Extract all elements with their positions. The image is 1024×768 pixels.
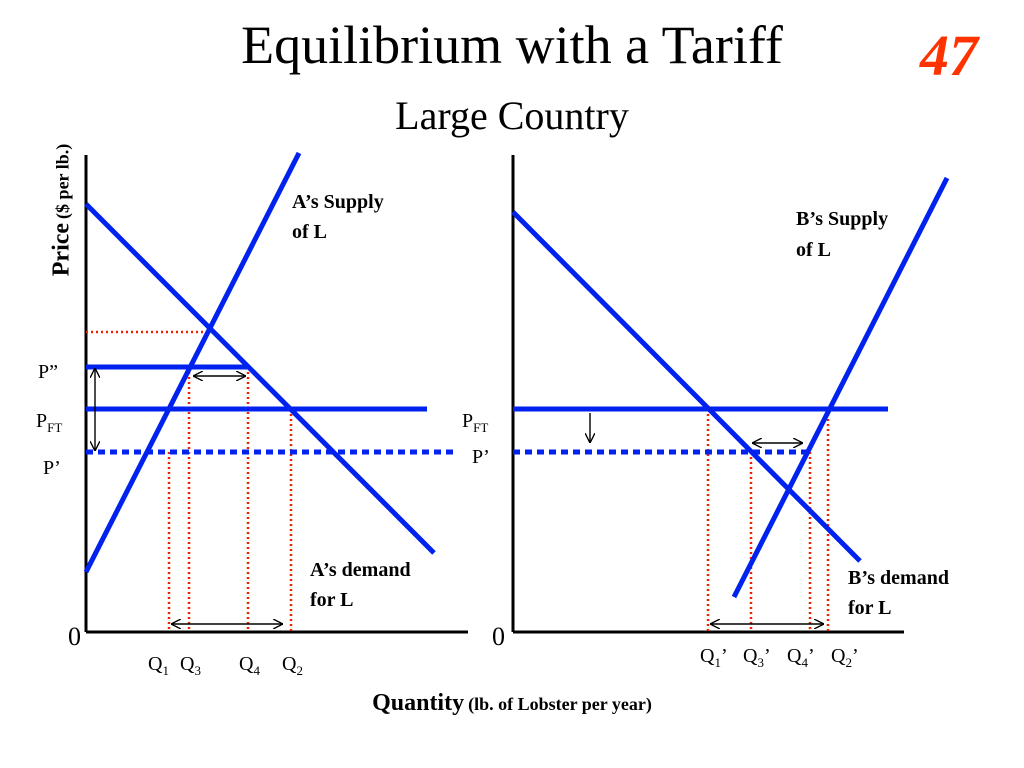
b-supply-label: B’s Supply of L — [796, 208, 893, 261]
left-q2-label: Q2 — [282, 653, 303, 678]
left-pft-label: PFT — [36, 410, 62, 435]
left-q1-label: Q1 — [148, 653, 169, 678]
right-q4-label: Q4’ — [787, 645, 815, 670]
right-pft-label: PFT — [462, 410, 488, 435]
right-q1-label: Q1’ — [700, 645, 728, 670]
x-axis-label: Quantity (lb. of Lobster per year) — [0, 690, 1024, 717]
left-panel: 0 A’s Supply of L A’s demand for L P” PF… — [36, 151, 468, 678]
right-q3-label: Q3’ — [743, 645, 771, 670]
a-demand-label: A’s demand for L — [310, 559, 416, 611]
slide-subtitle: Large Country — [395, 93, 629, 138]
a-demand-curve — [84, 202, 436, 555]
b-demand-curve — [511, 210, 862, 563]
right-origin-label: 0 — [492, 622, 505, 651]
b-supply-curve — [731, 176, 950, 599]
x-axis-unit: (lb. of Lobster per year) — [468, 694, 652, 714]
x-axis-title: Quantity — [372, 690, 465, 716]
left-p-double-prime-label: P” — [38, 361, 58, 383]
right-panel: 0 B’s Supply of L B’s demand for L PFT P… — [462, 155, 954, 670]
right-p-prime-label: P’ — [472, 446, 490, 468]
left-q4-label: Q4 — [239, 653, 260, 678]
left-p-prime-label: P’ — [43, 457, 61, 479]
a-supply-curve — [83, 151, 302, 574]
a-supply-label: A’s Supply of L — [292, 191, 389, 243]
slide-number: 47 — [920, 23, 978, 88]
left-q3-label: Q3 — [180, 653, 201, 678]
b-demand-label: B’s demand for L — [848, 567, 954, 619]
slide-title: Equilibrium with a Tariff — [241, 15, 783, 75]
left-origin-label: 0 — [68, 622, 81, 651]
right-q2-label: Q2’ — [831, 645, 859, 670]
